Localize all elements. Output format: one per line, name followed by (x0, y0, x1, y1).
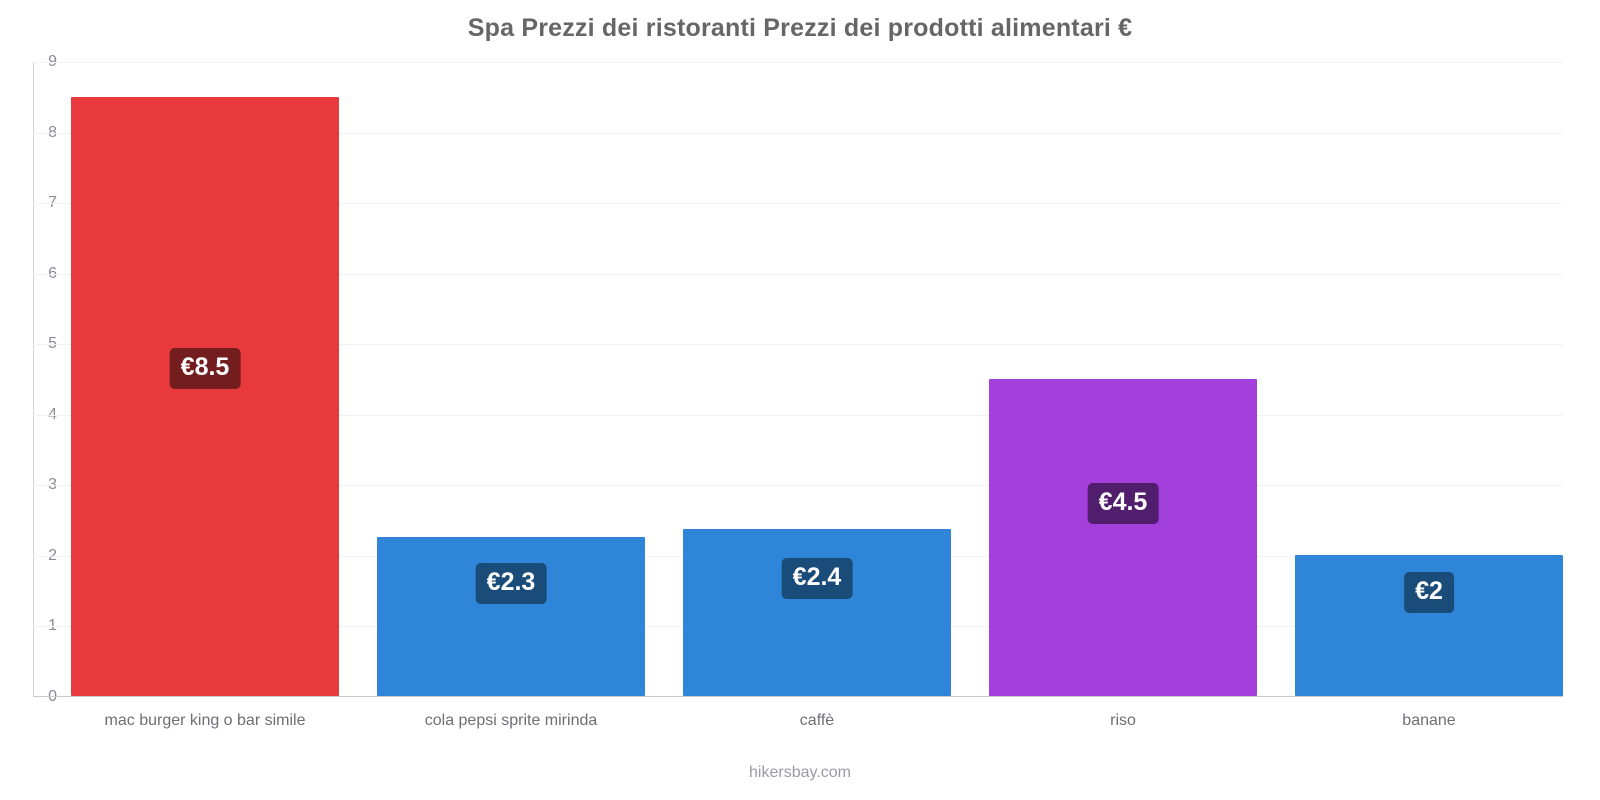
plot-area: €8.5 €2.3 €2.4 €4.5 €2 mac burger king o… (33, 62, 1563, 729)
bar-value-label: €2.4 (781, 558, 853, 599)
x-axis-label: riso (1110, 712, 1136, 729)
x-axis-label: caffè (799, 712, 835, 729)
bar-riso[interactable] (989, 378, 1257, 696)
chart-title: Spa Prezzi dei ristoranti Prezzi dei pro… (467, 14, 1133, 42)
x-axis-label: banane (1402, 712, 1456, 729)
gridline (33, 344, 1563, 346)
bar-caffe[interactable] (683, 528, 951, 696)
gridline (33, 414, 1563, 416)
bar-mac-burger-king[interactable] (71, 96, 339, 696)
gridline (33, 203, 1563, 205)
bar-value-label: €4.5 (1087, 483, 1159, 524)
bar-cola-pepsi[interactable] (377, 537, 645, 696)
bar-value-label: €2.3 (475, 563, 547, 604)
gridline (33, 132, 1563, 134)
x-axis-label: mac burger king o bar simile (104, 712, 306, 729)
gridline (33, 485, 1563, 487)
x-axis-label: cola pepsi sprite mirinda (424, 712, 598, 729)
gridline (33, 62, 1563, 63)
x-axis-line (33, 696, 1563, 697)
y-axis-line (33, 62, 34, 697)
bar-value-label: €8.5 (169, 348, 241, 389)
bar-value-label: €2 (1404, 572, 1454, 613)
footer-source: hikersbay.com (749, 764, 851, 781)
gridline (33, 273, 1563, 275)
